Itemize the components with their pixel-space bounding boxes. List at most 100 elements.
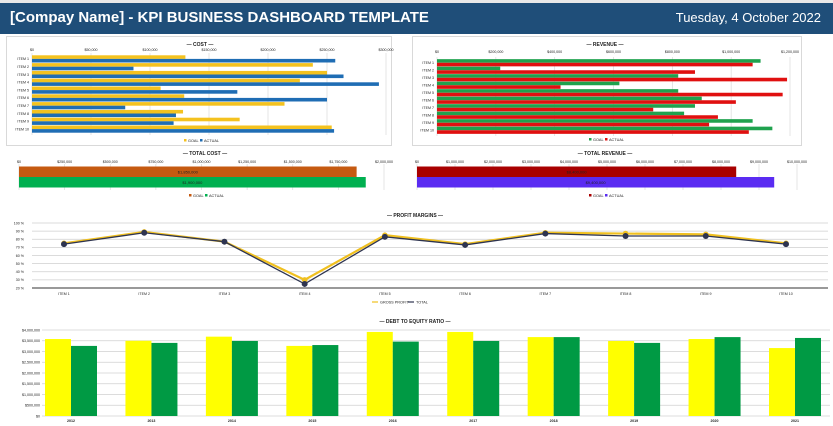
legend-label: ACTUAL <box>609 138 624 142</box>
bar-goal <box>437 74 679 78</box>
data-point <box>221 238 228 245</box>
tick-label: $400,000 <box>547 50 562 54</box>
tick-label: $1,000,000 <box>446 160 464 164</box>
tick-label: $200,000 <box>261 48 276 52</box>
category-label: 2018 <box>550 419 558 423</box>
tick-label: $0 <box>30 48 34 52</box>
bar-actual <box>437 77 788 82</box>
tick-label: $0 <box>415 160 419 164</box>
tick-label: 80 % <box>16 238 25 242</box>
tick-label: $1,000,000 <box>22 393 40 397</box>
bar <box>688 339 715 416</box>
category-label: 2021 <box>791 419 799 423</box>
bar <box>151 342 178 416</box>
revenue-chart: — REVENUE — $0 $200,000 $400,000 $600,000 $80… <box>420 42 799 142</box>
tick-label: $10,000,000 <box>787 160 807 164</box>
bar-actual <box>437 107 654 112</box>
legend-swatch <box>200 139 203 142</box>
tick-label: $500,000 <box>25 404 40 408</box>
category-label: ITEM 10 <box>15 127 29 131</box>
category-label: ITEM 8 <box>422 114 434 118</box>
tick-label: 100 % <box>14 221 25 225</box>
tick-label: 70 % <box>16 246 25 250</box>
bar-actual <box>437 100 736 104</box>
tick-label: 20 % <box>16 286 25 290</box>
legend-label: GROSS PROFIT <box>380 300 409 304</box>
bar <box>473 340 500 416</box>
tick-label: $2,000,000 <box>375 160 393 164</box>
tick-label: $250,000 <box>57 160 72 164</box>
profit-margins-chart: — PROFIT MARGINS — 20 % 30 % 40 % 50 % 60 % 70… <box>14 213 828 304</box>
legend-label: GOAL <box>188 139 199 143</box>
category-label: 2013 <box>147 419 155 423</box>
dashboard-header: [Compay Name] - KPI BUSINESS DASHBOARD T… <box>0 3 833 34</box>
bar <box>71 345 97 416</box>
cost-chart: — COST — $0 $50,000 $100,000 $150,000 $200,00… <box>15 42 393 143</box>
legend-label: GOAL <box>593 138 604 142</box>
line-total <box>63 232 787 285</box>
tick-label: $500,000 <box>103 160 118 164</box>
tick-label: $0 <box>435 50 439 54</box>
tick-label: $1,500,000 <box>284 160 302 164</box>
tick-label: $5,000,000 <box>598 160 616 164</box>
bar-actual <box>19 177 366 188</box>
chart-title: — REVENUE — <box>587 42 624 48</box>
category-label: 2017 <box>469 419 477 423</box>
category-label: ITEM 5 <box>422 91 434 95</box>
tick-label: 60 % <box>16 254 25 258</box>
category-label: ITEM 2 <box>422 69 434 73</box>
tick-label: $1,200,000 <box>781 50 799 54</box>
total-revenue-chart: — TOTAL REVENUE — $0 $1,000,000 $2,000,000 $… <box>415 151 807 198</box>
data-point <box>301 280 308 287</box>
bar-goal <box>32 94 185 98</box>
tick-label: $8,000,000 <box>712 160 730 164</box>
legend-swatch <box>184 139 187 142</box>
bar-goal <box>437 81 620 86</box>
bar-actual <box>32 58 336 63</box>
category-label: ITEM 5 <box>379 292 391 296</box>
category-label: ITEM 1 <box>422 61 434 65</box>
data-point <box>61 241 67 248</box>
category-label: 2015 <box>308 419 316 423</box>
legend-swatch <box>605 138 608 141</box>
debt-to-equity-chart: — DEBT TO EQUITY RATIO — $0 $500,000 $1,000… <box>22 319 830 423</box>
category-label: ITEM 1 <box>17 57 29 61</box>
bar-actual <box>32 97 327 102</box>
tick-label: $2,000,000 <box>22 371 40 375</box>
bar <box>205 336 232 416</box>
category-label: ITEM 7 <box>422 106 434 110</box>
bar-actual <box>437 92 783 97</box>
bar-actual <box>32 66 134 71</box>
tick-label: 50 % <box>16 262 25 266</box>
bar-goal <box>32 63 313 67</box>
tick-label: $1,000,000 <box>722 50 740 54</box>
category-label: ITEM 6 <box>422 99 434 103</box>
chart-title: — TOTAL COST — <box>183 151 227 157</box>
bar <box>714 337 741 416</box>
data-point <box>462 241 469 248</box>
bar <box>231 340 258 416</box>
category-label: ITEM 6 <box>17 96 29 100</box>
category-label: ITEM 8 <box>620 292 632 296</box>
legend-label: TOTAL <box>416 300 428 304</box>
data-point <box>622 233 629 239</box>
tick-label: $6,000,000 <box>636 160 654 164</box>
tick-label: $2,000,000 <box>484 160 502 164</box>
tick-label: $250,000 <box>320 48 335 52</box>
tick-label: $200,000 <box>488 50 503 54</box>
category-label: ITEM 9 <box>700 292 712 296</box>
bar <box>125 340 152 416</box>
tick-label: $4,000,000 <box>22 328 40 332</box>
tick-label: $800,000 <box>665 50 680 54</box>
bar-actual <box>437 85 561 89</box>
chart-title: — TOTAL REVENUE — <box>578 151 632 157</box>
bar-actual <box>32 121 174 125</box>
bar <box>286 345 313 416</box>
bar <box>392 341 419 416</box>
bar-goal <box>437 59 761 63</box>
bar-actual <box>32 129 335 133</box>
chart-title: — PROFIT MARGINS — <box>387 213 443 219</box>
tick-label: $150,000 <box>202 48 217 52</box>
data-point <box>542 230 549 237</box>
